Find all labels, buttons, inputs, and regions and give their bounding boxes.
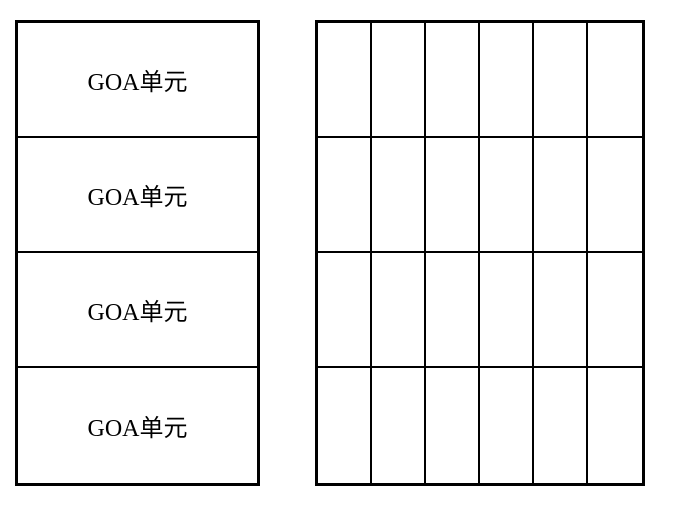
grid-cell: [372, 253, 426, 368]
grid-cell: [426, 253, 480, 368]
grid-cell: [372, 368, 426, 483]
grid-cell: [372, 23, 426, 138]
goa-cell: GOA单元: [18, 368, 257, 483]
grid-cell: [588, 253, 642, 368]
grid-cell: [318, 23, 372, 138]
grid-cell: [534, 138, 588, 253]
goa-cell: GOA单元: [18, 138, 257, 253]
grid-cell: [318, 253, 372, 368]
grid-cell: [588, 138, 642, 253]
grid-cell: [588, 368, 642, 483]
goa-cell: GOA单元: [18, 253, 257, 368]
grid-cell: [588, 23, 642, 138]
grid-cell: [480, 138, 534, 253]
goa-cell: GOA单元: [18, 23, 257, 138]
goa-cell-label: GOA单元: [88, 177, 188, 212]
grid-cell: [480, 368, 534, 483]
grid-cell: [318, 368, 372, 483]
grid-cell: [534, 23, 588, 138]
pixel-grid: [315, 20, 645, 486]
goa-block: GOA单元 GOA单元 GOA单元 GOA单元: [15, 20, 260, 486]
goa-cell-label: GOA单元: [88, 408, 188, 443]
diagram-container: GOA单元 GOA单元 GOA单元 GOA单元: [0, 0, 677, 506]
grid-cell: [534, 253, 588, 368]
grid-cell: [534, 368, 588, 483]
grid-cell: [480, 253, 534, 368]
goa-cell-label: GOA单元: [88, 62, 188, 97]
grid-cell: [372, 138, 426, 253]
grid-cell: [318, 138, 372, 253]
grid-cell: [426, 368, 480, 483]
grid-cell: [426, 138, 480, 253]
grid-cell: [426, 23, 480, 138]
goa-cell-label: GOA单元: [88, 292, 188, 327]
grid-cell: [480, 23, 534, 138]
